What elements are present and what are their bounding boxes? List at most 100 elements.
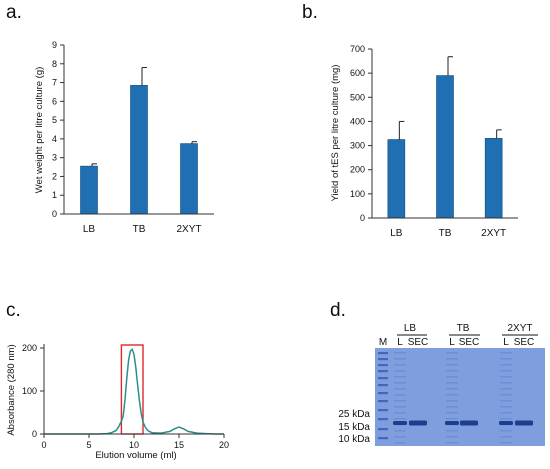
lane-smear-line — [500, 376, 512, 378]
sds-page-gel: M LB L SEC TB L SEC 2XYT L SEC 25 kDa 15… — [338, 323, 545, 446]
y-tick-label: 500 — [350, 92, 365, 102]
y-tick-label: 5 — [52, 115, 57, 125]
lane-label-2xyt-sec: SEC — [514, 337, 535, 348]
lane-smear-line — [500, 388, 512, 390]
lane-smear-line — [394, 430, 406, 432]
lane-smear-line — [394, 376, 406, 378]
ladder-band — [378, 358, 388, 361]
load-band — [445, 421, 459, 425]
panel-letter-a: a. — [6, 2, 22, 23]
x-categories-b: LB TB 2XYT — [390, 228, 506, 239]
y-tick-label: 300 — [350, 141, 365, 151]
y-tick-label: 9 — [52, 40, 57, 50]
y-tick-label: 200 — [350, 165, 365, 175]
panel-letter-b: b. — [302, 2, 318, 23]
ladder-band — [378, 377, 388, 380]
ladder-band — [378, 392, 388, 395]
lane-smear-line — [394, 388, 406, 390]
group-label-2xyt: 2XYT — [507, 323, 532, 334]
group-label-tb: TB — [457, 323, 470, 334]
bar — [80, 165, 98, 215]
lane-smear-line — [500, 418, 512, 420]
ladder-band — [378, 364, 388, 367]
bars-b — [387, 56, 503, 219]
bar — [130, 85, 148, 215]
ladder-band — [378, 352, 388, 355]
y-tick-label: 600 — [350, 68, 365, 78]
lane-smear-line — [500, 382, 512, 384]
gel-background — [375, 348, 545, 446]
lane-smear-line — [446, 358, 458, 360]
ladder-band — [378, 370, 388, 373]
lane-smear-line — [394, 400, 406, 402]
lane-smear-line — [446, 370, 458, 372]
y-tick-label: 1 — [52, 190, 57, 200]
y-tick-label: 4 — [52, 134, 57, 144]
x-tick-label: 20 — [219, 440, 229, 450]
x-category-label: 2XYT — [481, 228, 506, 239]
x-tick-label: 15 — [174, 440, 184, 450]
x-category-label: 2XYT — [176, 224, 201, 235]
ladder-band — [378, 400, 388, 403]
y-tick-label: 6 — [52, 96, 57, 106]
lane-smear-line — [394, 418, 406, 420]
x-category-label: LB — [83, 224, 96, 235]
x-categories-a: LB TB 2XYT — [83, 224, 202, 235]
lane-smear-line — [394, 442, 406, 444]
lane-label-lb-l: L — [397, 337, 403, 348]
y-tick-label: 100 — [22, 386, 37, 396]
lane-smear-line — [446, 382, 458, 384]
y-tick-label: 0 — [32, 429, 37, 439]
y-tick-label: 0 — [52, 209, 57, 219]
bar — [387, 139, 406, 219]
y-ticks-b: 0 100 200 300 400 500 600 700 — [350, 44, 372, 223]
bar — [180, 143, 198, 215]
y-axis-label-b: Yield of tES per litre culture (mg) — [330, 65, 341, 202]
lane-smear-line — [446, 352, 458, 354]
lane-smear-line — [446, 394, 458, 396]
lane-smear-line — [446, 388, 458, 390]
y-tick-label: 2 — [52, 171, 57, 181]
bar — [484, 138, 503, 219]
lane-smear-line — [446, 430, 458, 432]
lane-smear-line — [500, 364, 512, 366]
marker-lane-label: M — [379, 337, 387, 348]
ladder-band — [378, 409, 388, 412]
x-tick-label: 0 — [41, 440, 46, 450]
lane-smear-line — [446, 406, 458, 408]
y-tick-label: 700 — [350, 44, 365, 54]
x-category-label: TB — [439, 228, 452, 239]
lane-smear-line — [500, 400, 512, 402]
group-label-lb: LB — [404, 323, 417, 334]
lane-smear-line — [394, 406, 406, 408]
lane-smear-line — [394, 394, 406, 396]
lane-smear-line — [394, 364, 406, 366]
lane-smear-line — [500, 352, 512, 354]
lane-smear-line — [500, 430, 512, 432]
chromatogram: Absorbance (280 nm) Elution volume (ml) … — [6, 343, 229, 461]
lane-smear-line — [446, 412, 458, 414]
load-band — [393, 421, 407, 425]
lane-smear-line — [500, 442, 512, 444]
load-band — [499, 421, 513, 425]
sec-band — [409, 420, 427, 426]
lane-smear-line — [394, 370, 406, 372]
size-marker-10kda: 10 kDa — [338, 434, 370, 445]
y-axis-label-c: Absorbance (280 nm) — [6, 344, 17, 435]
ladder-band — [378, 437, 388, 440]
x-category-label: TB — [133, 224, 146, 235]
highlight-box — [120, 344, 144, 435]
y-tick-label: 100 — [350, 189, 365, 199]
ladder-band — [378, 428, 388, 431]
lane-smear-line — [446, 364, 458, 366]
y-tick-label: 7 — [52, 78, 57, 88]
lane-smear-line — [500, 406, 512, 408]
lane-smear-line — [446, 436, 458, 438]
y-tick-label: 200 — [22, 343, 37, 353]
lane-smear-line — [500, 370, 512, 372]
x-tick-label: 5 — [86, 440, 91, 450]
x-category-label: LB — [390, 228, 403, 239]
lane-smear-line — [394, 412, 406, 414]
panel-letter-d: d. — [330, 300, 346, 321]
panel-letter-c: c. — [6, 300, 21, 321]
